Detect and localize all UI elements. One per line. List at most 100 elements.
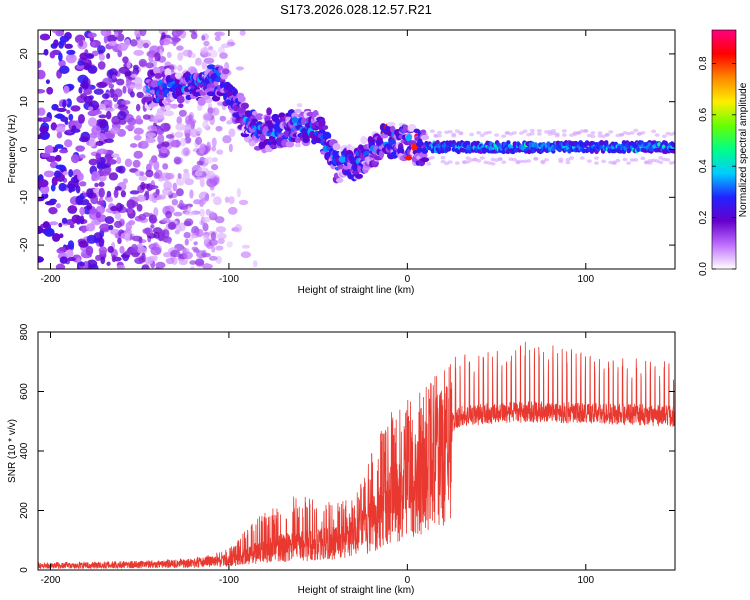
spectrogram-cell [97, 61, 106, 70]
spectrogram-cell [139, 171, 145, 177]
spectrogram-cell [161, 229, 170, 239]
spectrogram-cell [53, 170, 62, 179]
spectrogram-cell [142, 114, 151, 120]
spectrogram-cell [182, 171, 190, 181]
spectrogram-cell [163, 110, 174, 117]
spectrogram-cell [251, 118, 258, 123]
spectrogram-cell [170, 64, 175, 72]
spectrogram-cell [136, 243, 144, 254]
spectrogram-cell [91, 50, 99, 57]
spectrogram-cell [176, 45, 184, 51]
spectrogram-cell [561, 133, 567, 137]
spectrogram-cell [153, 207, 159, 217]
spectrogram-cell [106, 52, 111, 60]
spectrogram-cell [46, 155, 57, 163]
spectrogram-cell [228, 196, 235, 204]
spectrogram-cell [159, 122, 171, 132]
spectrogram-cell [558, 157, 564, 162]
spectrogram-cell [179, 126, 191, 131]
spectrogram-cell [506, 140, 511, 146]
spectrogram-cell [191, 246, 199, 251]
spectrogram-cell [97, 133, 106, 142]
spectrogram-cell [332, 143, 341, 151]
spectrogram-cell [58, 59, 66, 68]
spectrogram-cell [67, 256, 76, 262]
spectrogram-cell [125, 221, 132, 232]
spectrogram-cell [397, 146, 404, 155]
spectrogram-cell [501, 160, 507, 164]
spectrogram-cell [42, 221, 50, 228]
snr-y-ticks: 0 200 400 600 800 [19, 323, 675, 573]
spectrogram-cell [170, 103, 179, 109]
spectrogram-cell [547, 132, 553, 136]
spectrogram-cell [50, 122, 58, 131]
spectrogram-cell [194, 57, 202, 66]
spectrogram-cell [103, 35, 108, 44]
spectrogram-x-tick-label: -100 [219, 274, 239, 285]
spectrogram-cell [211, 137, 217, 148]
spectrogram-cell [234, 224, 243, 233]
spectrogram-cell [544, 130, 550, 134]
spectrogram-cell [195, 228, 204, 238]
spectrogram-x-label: Height of straight line (km) [298, 285, 415, 296]
spectrogram-cell [148, 193, 155, 202]
spectrogram-cell [59, 148, 69, 154]
spectrogram-cell [58, 182, 67, 192]
spectrogram-cell [633, 158, 639, 162]
spectrogram-cell [145, 169, 154, 178]
spectrogram-cell [220, 43, 231, 49]
spectrogram-cell [85, 223, 96, 232]
spectrogram-cell [179, 137, 187, 147]
spectrogram-cell [177, 172, 182, 179]
spectrogram-cell [114, 186, 122, 191]
spectrogram-cell [147, 125, 158, 132]
spectrogram-cell [133, 49, 145, 56]
spectrogram-cell [228, 143, 233, 153]
spectrogram-cell [283, 130, 290, 138]
spectrogram-cell [63, 85, 70, 94]
spectrogram-cell [221, 68, 230, 75]
spectrogram-cell [117, 165, 126, 174]
spectrogram-cell [296, 103, 303, 108]
spectrogram-cell [58, 222, 63, 228]
spectrogram-cell [43, 48, 49, 56]
spectrogram-cell [444, 161, 450, 166]
spectrogram-cell [240, 251, 252, 259]
spectrogram-cell [111, 74, 117, 80]
spectrogram-cell [161, 217, 171, 224]
spectrogram-x-tick-label: 0 [405, 274, 411, 285]
spectrogram-cell [136, 194, 147, 202]
spectrogram-cell [68, 113, 74, 121]
spectrogram-cell [601, 159, 607, 164]
spectrogram-cell [87, 65, 98, 74]
spectrogram-cell [110, 127, 120, 134]
spectrogram-cell [199, 177, 205, 188]
spectrogram-cell [295, 136, 301, 144]
spectrogram-cell [194, 258, 205, 266]
spectrogram-cell [378, 150, 385, 159]
spectrogram-cell [176, 224, 182, 233]
spectrogram-cell [565, 157, 571, 162]
spectrogram-cell [237, 95, 246, 103]
spectrogram-cell [152, 255, 158, 261]
spectrogram-cell [136, 203, 143, 212]
spectrogram-cell [654, 133, 660, 137]
spectrogram-cell [135, 114, 142, 124]
spectrogram-cell [145, 227, 153, 237]
spectrogram-cell [196, 160, 204, 166]
spectrogram-cell [217, 232, 227, 240]
spectrogram-cell [420, 157, 430, 163]
spectrogram-cell [119, 245, 125, 254]
spectrogram-cell [66, 109, 71, 114]
spectrogram-cell [569, 133, 575, 137]
spectrogram-x-ticks: -200 -100 0 100 [40, 30, 595, 285]
spectrogram-cell [479, 156, 485, 160]
spectrogram-cell [148, 214, 157, 224]
spectrogram-cell [87, 117, 97, 127]
spectrogram-cell [189, 260, 197, 265]
spectrogram-cell [172, 182, 178, 192]
spectrogram-cell [216, 149, 224, 155]
spectrogram-cell [561, 129, 567, 133]
spectrogram-cell [91, 40, 96, 47]
spectrogram-cell [483, 160, 489, 165]
